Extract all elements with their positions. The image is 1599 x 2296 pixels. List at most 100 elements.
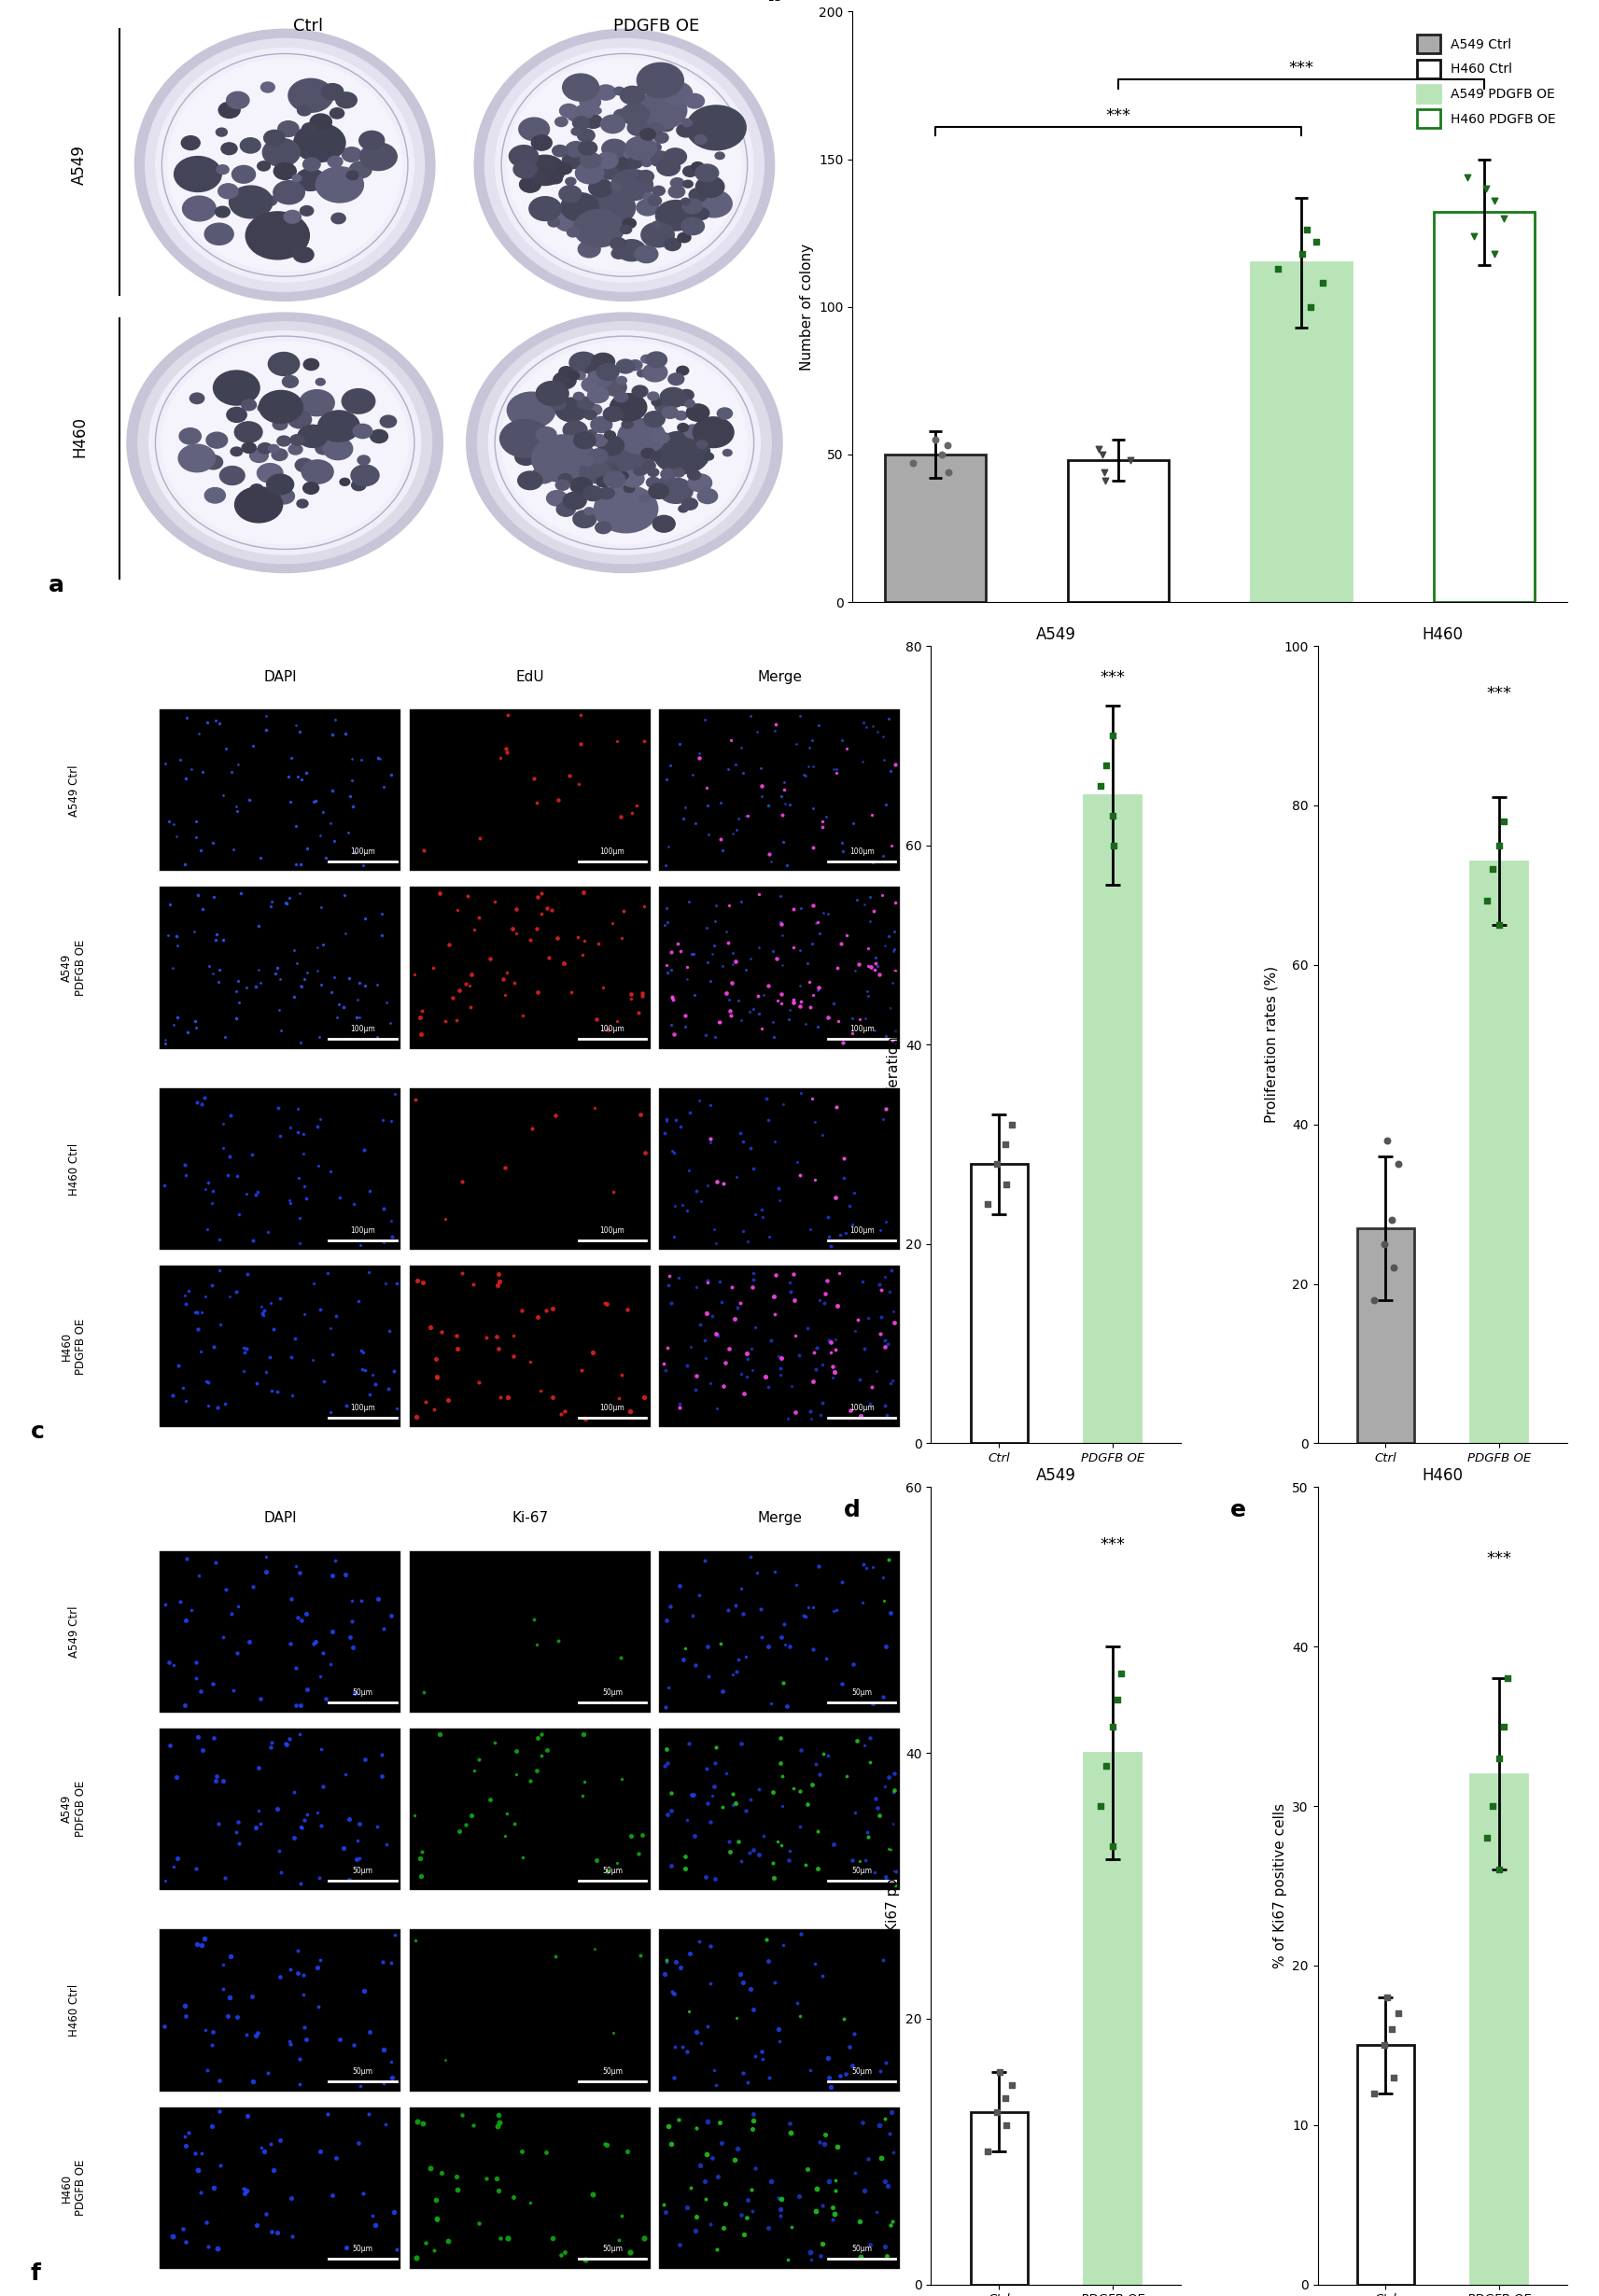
Point	[753, 1081, 779, 1118]
Bar	[659, 886, 900, 1049]
Text: 50μm: 50μm	[603, 2245, 622, 2252]
Text: DAPI: DAPI	[264, 670, 297, 684]
Point	[697, 1965, 723, 2002]
Point	[876, 990, 902, 1026]
Point	[654, 1795, 680, 1832]
Circle shape	[558, 163, 572, 174]
Circle shape	[205, 223, 233, 246]
Point	[851, 1545, 876, 1582]
Point	[868, 2140, 894, 2177]
Point	[878, 1366, 903, 1403]
Point	[1091, 436, 1116, 473]
Point	[217, 1979, 243, 2016]
Circle shape	[580, 152, 601, 168]
Circle shape	[219, 101, 240, 117]
Point	[171, 845, 197, 882]
Point	[659, 978, 684, 1015]
Circle shape	[563, 152, 585, 168]
Circle shape	[683, 200, 702, 214]
Point	[761, 1963, 787, 2000]
Point	[716, 980, 742, 1017]
Point	[744, 714, 769, 751]
Point	[488, 739, 513, 776]
Point	[699, 1777, 724, 1814]
Point	[609, 918, 635, 955]
Point	[798, 1394, 823, 1430]
Circle shape	[288, 78, 333, 113]
Bar	[160, 1088, 401, 1249]
Point	[278, 1339, 304, 1375]
Point	[405, 1263, 430, 1300]
Circle shape	[584, 487, 603, 501]
Point	[672, 1837, 697, 1874]
Text: 100μm: 100μm	[600, 1403, 625, 1412]
Point	[257, 1283, 283, 1320]
Point	[831, 1159, 857, 1196]
Point	[860, 843, 886, 879]
Point	[750, 1192, 776, 1228]
Circle shape	[352, 480, 366, 491]
Point	[692, 1857, 718, 1894]
Point	[539, 1380, 564, 1417]
Point	[934, 427, 959, 464]
Point	[307, 1100, 333, 1137]
Point	[692, 2181, 718, 2218]
Point	[769, 946, 795, 983]
Point	[225, 962, 251, 999]
Point	[798, 1210, 823, 1247]
Circle shape	[697, 489, 718, 503]
Point	[871, 1322, 897, 1359]
Point	[584, 1001, 609, 1038]
Point	[262, 955, 288, 992]
Point	[704, 1226, 729, 1263]
Point	[331, 990, 357, 1026]
Point	[720, 946, 745, 983]
Point	[707, 1003, 732, 1040]
Point	[787, 1157, 812, 1194]
Point	[529, 875, 555, 912]
Point	[467, 1740, 492, 1777]
Point	[566, 767, 592, 804]
Point	[190, 1731, 216, 1768]
Point	[734, 1334, 760, 1371]
Point	[406, 999, 432, 1035]
Point	[867, 1265, 892, 1302]
Point	[283, 1548, 309, 1584]
Point	[291, 1802, 317, 1839]
Point	[782, 1281, 807, 1318]
Circle shape	[636, 370, 646, 377]
Point	[609, 2197, 635, 2234]
Point	[708, 1283, 734, 1320]
Point	[205, 916, 230, 953]
Point	[539, 891, 564, 928]
Point	[828, 1665, 854, 1701]
Circle shape	[600, 487, 614, 498]
Circle shape	[611, 170, 652, 200]
Point	[732, 797, 758, 833]
Point	[795, 946, 820, 983]
Point	[320, 2177, 345, 2213]
Point	[283, 808, 309, 845]
Point	[828, 2057, 854, 2094]
Point	[185, 1717, 211, 1754]
Point	[734, 1341, 760, 1378]
Point	[264, 2213, 289, 2250]
Point	[227, 1825, 253, 1862]
Point	[173, 1382, 198, 1419]
Point	[657, 1589, 683, 1626]
Point	[379, 755, 405, 792]
Point	[694, 2135, 720, 2172]
Point	[277, 879, 302, 916]
Point	[755, 1102, 780, 1139]
Point	[217, 1097, 243, 1134]
Ellipse shape	[126, 312, 443, 572]
Point	[217, 1279, 243, 1316]
Point	[307, 1860, 333, 1896]
Point	[723, 1587, 748, 1623]
Point	[839, 1841, 865, 1878]
Point	[863, 1779, 889, 1816]
Point	[184, 1008, 209, 1045]
Point	[724, 1823, 750, 1860]
Point	[568, 726, 593, 762]
Circle shape	[627, 119, 649, 135]
